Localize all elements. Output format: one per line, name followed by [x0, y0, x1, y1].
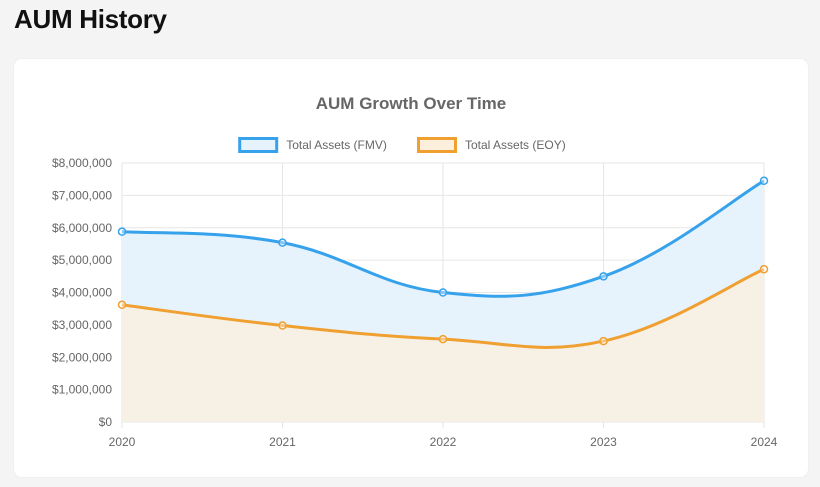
y-tick-label: $4,000,000 — [52, 286, 112, 300]
series-line — [121, 267, 765, 349]
x-tick-label: 2022 — [430, 435, 457, 449]
legend-swatch — [238, 137, 279, 153]
data-point — [117, 227, 127, 236]
chart-legend: Total Assets (FMV) Total Assets (EOY) — [238, 137, 566, 153]
y-tick-label: $0 — [99, 415, 113, 429]
y-tick-label: $7,000,000 — [52, 188, 112, 202]
y-tick-label: $5,000,000 — [52, 253, 112, 267]
y-tick-label: $8,000,000 — [52, 156, 112, 170]
y-tick-label: $6,000,000 — [52, 221, 112, 235]
y-tick-label: $3,000,000 — [52, 318, 112, 332]
x-tick-label: 2024 — [751, 435, 778, 449]
data-point — [117, 300, 127, 310]
data-point — [278, 238, 287, 247]
series-lines — [121, 179, 765, 349]
data-point — [438, 334, 448, 344]
data-point — [759, 264, 769, 274]
page-title: AUM History — [14, 4, 167, 34]
data-point — [759, 176, 769, 186]
x-tick-label: 2020 — [109, 435, 136, 449]
chart-card: AUM Growth Over Time Total Assets (FMV) T… — [14, 59, 808, 477]
x-tick-label: 2021 — [269, 435, 296, 449]
legend-swatch — [417, 137, 457, 153]
series-areas — [122, 180, 764, 422]
x-tick-label: 2023 — [590, 435, 617, 449]
y-axis: $0 $1,000,000 $2,000,000 $3,000,000 $4,000,0… — [52, 156, 112, 429]
series-line — [121, 179, 765, 298]
data-point — [278, 321, 287, 330]
legend-label: Total Assets (EOY) — [465, 138, 566, 152]
y-tick-label: $2,000,000 — [52, 350, 112, 364]
legend-label: Total Assets (FMV) — [286, 138, 387, 152]
data-point — [599, 272, 608, 281]
data-points — [117, 176, 769, 346]
aum-chart: AUM Growth Over Time Total Assets (FMV) T… — [52, 94, 778, 449]
chart-title: AUM Growth Over Time — [316, 94, 507, 113]
x-axis: 2020 2021 2022 2023 2024 — [109, 435, 778, 449]
series-area — [122, 269, 764, 422]
data-point — [438, 288, 448, 297]
data-point — [599, 336, 608, 346]
y-tick-label: $1,000,000 — [52, 383, 112, 397]
